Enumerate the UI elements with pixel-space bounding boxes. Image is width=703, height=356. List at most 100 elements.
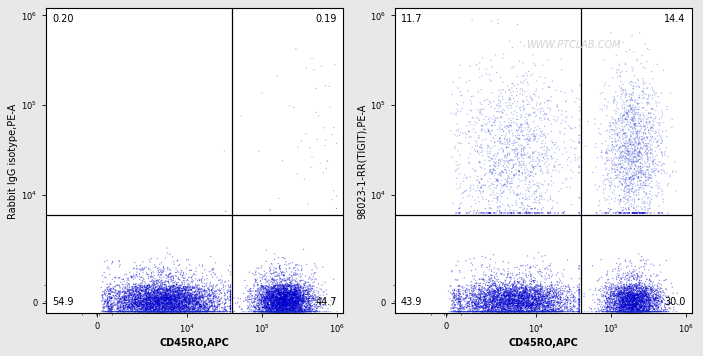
Point xyxy=(179,309,191,314)
Point xyxy=(504,274,515,280)
Point xyxy=(498,293,510,299)
Point xyxy=(277,278,288,284)
Point xyxy=(505,309,516,314)
Point xyxy=(157,263,169,269)
Point xyxy=(643,294,654,300)
Point xyxy=(288,270,299,276)
Point xyxy=(605,294,616,299)
Point xyxy=(173,304,184,310)
Point xyxy=(155,295,167,300)
Point xyxy=(484,129,495,135)
Point xyxy=(169,308,180,314)
Point xyxy=(180,288,191,293)
Point xyxy=(265,309,276,314)
Point xyxy=(158,266,169,271)
Point xyxy=(150,307,162,313)
Point xyxy=(647,122,659,127)
Point xyxy=(284,292,295,298)
Point xyxy=(278,282,289,288)
Point xyxy=(665,301,676,307)
Point xyxy=(265,296,276,302)
Point xyxy=(167,294,179,299)
Point xyxy=(640,288,652,294)
Point xyxy=(591,309,602,314)
Point xyxy=(257,298,269,303)
Point xyxy=(531,194,543,200)
Point xyxy=(493,300,504,306)
Point xyxy=(483,280,494,286)
Point xyxy=(157,309,169,314)
Point xyxy=(524,303,536,309)
Point xyxy=(503,284,514,290)
Point xyxy=(147,309,158,314)
Point xyxy=(200,299,211,305)
Point xyxy=(486,309,497,314)
Point xyxy=(186,294,197,300)
Point xyxy=(165,285,176,291)
Point xyxy=(467,304,479,310)
Point xyxy=(110,284,121,290)
Point xyxy=(284,292,295,298)
Point xyxy=(162,293,173,299)
Point xyxy=(523,296,534,302)
Point xyxy=(165,296,176,302)
Point xyxy=(446,298,458,304)
Point xyxy=(590,145,601,150)
Point xyxy=(633,101,645,106)
Point xyxy=(653,304,664,310)
Point xyxy=(179,293,191,299)
Point xyxy=(475,189,486,195)
Point xyxy=(550,292,562,298)
Point xyxy=(302,309,314,314)
Point xyxy=(617,309,628,314)
Point xyxy=(262,300,273,306)
Point xyxy=(633,298,644,303)
Point xyxy=(287,298,298,304)
Point xyxy=(479,292,490,297)
Point xyxy=(617,303,628,309)
Point xyxy=(631,302,643,307)
Point xyxy=(288,300,299,305)
Point xyxy=(649,90,660,96)
Point xyxy=(299,299,310,305)
Point xyxy=(618,283,629,289)
Point xyxy=(245,294,256,300)
Point xyxy=(257,286,269,292)
Point xyxy=(614,281,625,287)
Point xyxy=(638,105,650,111)
Point xyxy=(172,309,183,314)
Point xyxy=(112,306,123,312)
Point xyxy=(300,308,311,314)
Point xyxy=(124,309,136,314)
Point xyxy=(146,304,157,310)
Point xyxy=(262,302,273,307)
Point xyxy=(288,297,299,302)
Point xyxy=(642,294,653,299)
Point xyxy=(281,309,292,314)
Point xyxy=(611,275,622,281)
Point xyxy=(622,183,633,188)
Point xyxy=(562,257,573,263)
Point xyxy=(112,300,123,306)
Point xyxy=(157,290,169,295)
Point xyxy=(167,307,179,312)
Point xyxy=(145,300,156,306)
Point xyxy=(279,308,290,314)
Point xyxy=(516,122,527,128)
Point xyxy=(114,293,125,299)
Point xyxy=(167,309,179,314)
Point xyxy=(632,283,643,289)
Point xyxy=(273,296,285,302)
Point xyxy=(531,183,543,188)
Point xyxy=(512,296,523,302)
Point xyxy=(162,287,174,293)
Point xyxy=(154,309,165,314)
Point xyxy=(272,296,283,302)
Point xyxy=(278,299,290,305)
Point xyxy=(574,309,585,314)
Point xyxy=(206,309,217,314)
Point xyxy=(615,162,626,168)
Point xyxy=(509,307,520,312)
Point xyxy=(630,129,641,135)
Point xyxy=(572,306,583,312)
